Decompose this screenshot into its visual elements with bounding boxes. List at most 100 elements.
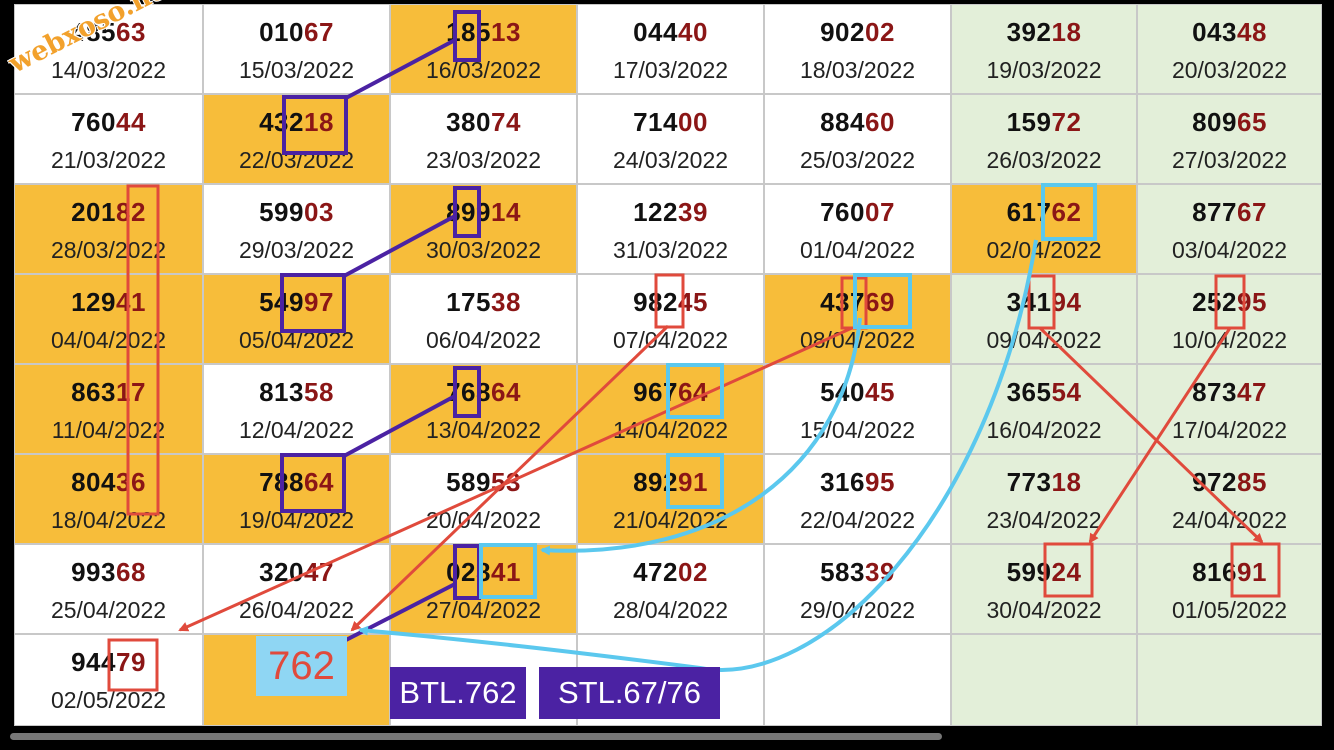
result-cell: 97285 24/04/2022 (1137, 454, 1322, 544)
number-tail: 91 (1236, 557, 1267, 587)
result-cell: 12941 04/04/2022 (14, 274, 203, 364)
result-cell: 94479 02/05/2022 (14, 634, 203, 726)
result-date: 16/03/2022 (425, 57, 542, 83)
stl-label: STL.67/76 (539, 667, 720, 719)
result-number: 99368 (15, 557, 202, 587)
result-cell: 80436 18/04/2022 (14, 454, 203, 544)
result-date: 26/04/2022 (238, 597, 355, 623)
result-date: 28/03/2022 (50, 237, 167, 263)
result-number: 98245 (578, 287, 763, 317)
number-head: 873 (1192, 377, 1237, 407)
result-cell: 39218 19/03/2022 (951, 4, 1137, 94)
result-cell: 54997 05/04/2022 (203, 274, 390, 364)
result-cell: 61762 02/04/2022 (951, 184, 1137, 274)
result-number: 77318 (952, 467, 1136, 497)
result-date: 30/03/2022 (425, 237, 542, 263)
number-head: 341 (1006, 287, 1052, 317)
result-date: 03/04/2022 (1171, 237, 1288, 263)
number-head: 185 (446, 17, 491, 47)
result-number: 76044 (15, 107, 202, 137)
number-head: 437 (820, 287, 865, 317)
result-number: 58953 (391, 467, 576, 497)
number-tail: 24 (1051, 557, 1082, 587)
result-cell: 02841 27/04/2022 (390, 544, 577, 634)
result-cell: 31695 22/04/2022 (764, 454, 951, 544)
result-cell (764, 634, 951, 726)
number-head: 472 (633, 557, 678, 587)
result-cell: 89914 30/03/2022 (390, 184, 577, 274)
result-date: 17/03/2022 (612, 57, 729, 83)
result-date: 29/04/2022 (799, 597, 916, 623)
result-date: 11/04/2022 (51, 417, 166, 443)
number-head: 902 (820, 17, 865, 47)
result-cell: 15972 26/03/2022 (951, 94, 1137, 184)
result-number: 04348 (1138, 17, 1321, 47)
result-date: 19/03/2022 (986, 57, 1102, 83)
number-head: 028 (446, 557, 491, 587)
result-date: 23/03/2022 (425, 147, 542, 173)
horizontal-scrollbar[interactable] (10, 733, 942, 740)
result-date: 04/04/2022 (50, 327, 167, 353)
result-cell: 43769 08/04/2022 (764, 274, 951, 364)
number-tail: 94 (1051, 287, 1082, 317)
number-tail: 82 (115, 197, 146, 227)
number-head: 010 (259, 17, 304, 47)
number-tail: 18 (1051, 467, 1082, 497)
result-number: 71400 (578, 107, 763, 137)
number-tail: 65 (1236, 107, 1267, 137)
result-number: 47202 (578, 557, 763, 587)
number-head: 714 (633, 107, 678, 137)
result-number: 36554 (952, 377, 1136, 407)
result-number: 01067 (204, 17, 389, 47)
number-tail: 58 (303, 377, 334, 407)
number-head: 813 (259, 377, 304, 407)
number-tail: 17 (115, 377, 146, 407)
result-date: 05/04/2022 (238, 327, 355, 353)
number-head: 884 (820, 107, 865, 137)
result-number: 80965 (1138, 107, 1321, 137)
number-tail: 44 (115, 107, 146, 137)
result-number: 18513 (391, 17, 576, 47)
result-date: 20/04/2022 (425, 507, 542, 533)
result-number: 76864 (391, 377, 576, 407)
number-head: 863 (71, 377, 116, 407)
result-number: 12941 (15, 287, 202, 317)
result-cell: 78864 19/04/2022 (203, 454, 390, 544)
result-date: 27/04/2022 (425, 597, 542, 623)
number-head: 993 (71, 557, 116, 587)
number-head: 768 (446, 377, 491, 407)
result-number: 43218 (204, 107, 389, 137)
result-number: 02841 (391, 557, 576, 587)
result-cell: 43218 22/03/2022 (203, 94, 390, 184)
number-head: 044 (633, 17, 678, 47)
result-cell: 01067 15/03/2022 (203, 4, 390, 94)
result-date: 09/04/2022 (986, 327, 1102, 353)
result-number: 04440 (578, 17, 763, 47)
result-cell: 76007 01/04/2022 (764, 184, 951, 274)
number-tail: 41 (490, 557, 521, 587)
result-number: 76007 (765, 197, 950, 227)
result-cell: 54045 15/04/2022 (764, 364, 951, 454)
result-cell: 47202 28/04/2022 (577, 544, 764, 634)
lottery-result-grid: 48563 14/03/2022 01067 15/03/2022 18513 16/03… (14, 4, 1322, 726)
result-number: 86317 (15, 377, 202, 407)
result-cell: 76044 21/03/2022 (14, 94, 203, 184)
number-tail: 74 (490, 107, 521, 137)
result-date: 14/03/2022 (50, 57, 167, 83)
result-cell: 87767 03/04/2022 (1137, 184, 1322, 274)
number-tail: 07 (864, 197, 895, 227)
result-date: 26/03/2022 (986, 147, 1102, 173)
result-cell: 99368 25/04/2022 (14, 544, 203, 634)
result-number: 25295 (1138, 287, 1321, 317)
result-date: 18/04/2022 (50, 507, 167, 533)
result-cell: 71400 24/03/2022 (577, 94, 764, 184)
result-number: 48563 (15, 17, 202, 47)
number-tail: 79 (115, 647, 146, 677)
result-number: 20182 (15, 197, 202, 227)
number-head: 129 (71, 287, 116, 317)
result-date: 22/03/2022 (238, 147, 355, 173)
result-cell: 88460 25/03/2022 (764, 94, 951, 184)
result-number: 54045 (765, 377, 950, 407)
number-tail: 72 (1051, 107, 1082, 137)
result-date: 13/04/2022 (425, 417, 542, 443)
